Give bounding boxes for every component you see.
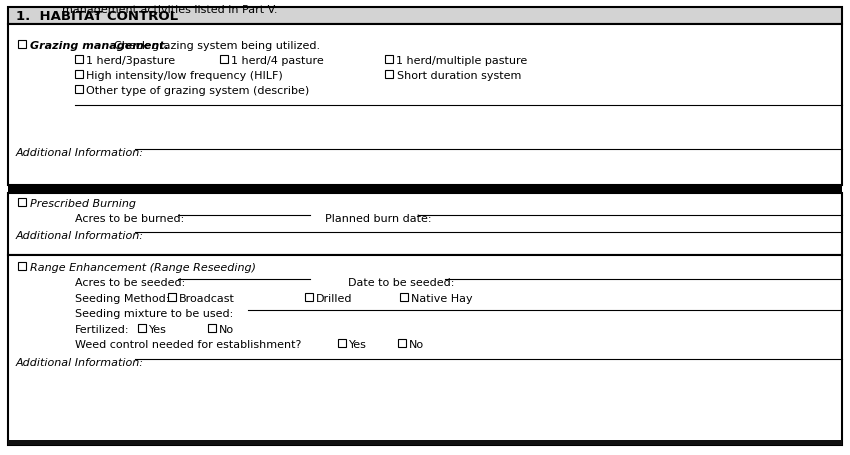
Text: Prescribed Burning: Prescribed Burning: [30, 198, 136, 208]
Text: Check grazing system being utilized.: Check grazing system being utilized.: [107, 41, 320, 51]
Text: Broadcast: Broadcast: [179, 293, 235, 303]
Bar: [385, 56, 393, 64]
Bar: [18, 263, 26, 270]
Bar: [75, 71, 83, 79]
Bar: [385, 71, 393, 79]
Text: Native Hay: Native Hay: [411, 293, 473, 303]
Bar: [220, 56, 228, 64]
Bar: [208, 324, 216, 332]
Bar: [8, 25, 842, 186]
Bar: [398, 339, 406, 347]
Text: Seeding Method:: Seeding Method:: [75, 293, 169, 303]
Text: Other type of grazing system (describe): Other type of grazing system (describe): [86, 86, 309, 96]
Bar: [8, 8, 842, 25]
Text: Fertilized:: Fertilized:: [75, 324, 129, 334]
Text: Planned burn date:: Planned burn date:: [325, 213, 432, 223]
Text: Range Enhancement (Range Reseeding): Range Enhancement (Range Reseeding): [30, 263, 256, 273]
Bar: [138, 324, 146, 332]
Bar: [338, 339, 346, 347]
Bar: [8, 193, 842, 255]
Text: Short duration system: Short duration system: [397, 71, 521, 81]
Text: Yes: Yes: [349, 339, 367, 349]
Text: Seeding mixture to be used:: Seeding mixture to be used:: [75, 308, 233, 318]
Text: Drilled: Drilled: [316, 293, 353, 303]
Bar: [75, 56, 83, 64]
Text: 1.  HABITAT CONTROL: 1. HABITAT CONTROL: [16, 10, 178, 23]
Bar: [8, 186, 842, 193]
Bar: [400, 293, 408, 301]
Text: No: No: [409, 339, 424, 349]
Bar: [75, 86, 83, 94]
Text: Additional Information:: Additional Information:: [16, 231, 144, 241]
Bar: [18, 41, 26, 49]
Text: Weed control needed for establishment?: Weed control needed for establishment?: [75, 339, 302, 349]
Text: 1 herd/3pasture: 1 herd/3pasture: [86, 56, 175, 66]
Text: management activities listed in Part V.: management activities listed in Part V.: [62, 5, 277, 15]
Text: Date to be seeded:: Date to be seeded:: [348, 278, 455, 288]
Text: Yes: Yes: [149, 324, 167, 334]
Text: Additional Information:: Additional Information:: [16, 357, 144, 367]
Bar: [305, 293, 313, 301]
Text: Acres to be seeded:: Acres to be seeded:: [75, 278, 185, 288]
Text: 1 herd/multiple pasture: 1 herd/multiple pasture: [396, 56, 527, 66]
Text: Additional Information:: Additional Information:: [16, 148, 144, 157]
Text: 1 herd/4 pasture: 1 herd/4 pasture: [231, 56, 324, 66]
Text: High intensity/low frequency (HILF): High intensity/low frequency (HILF): [86, 71, 283, 81]
Bar: [18, 198, 26, 207]
Bar: [8, 255, 842, 445]
Bar: [168, 293, 176, 301]
Text: Acres to be burned:: Acres to be burned:: [75, 213, 184, 223]
Bar: [8, 440, 842, 445]
Text: No: No: [219, 324, 234, 334]
Bar: [8, 186, 842, 193]
Text: Grazing management.: Grazing management.: [30, 41, 169, 51]
